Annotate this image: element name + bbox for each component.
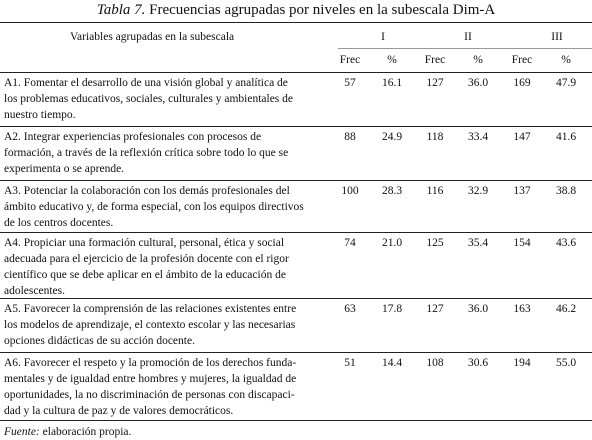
cell-value: 43.6 bbox=[555, 237, 577, 249]
cell-value: 24.9 bbox=[381, 131, 403, 143]
cell-value: 28.3 bbox=[381, 185, 403, 197]
row-text: mentales y de igualdad entre hombres y m… bbox=[4, 373, 297, 385]
cell-value: 118 bbox=[426, 131, 444, 143]
row-text: A4. Propiciar una formación cultural, pe… bbox=[4, 237, 285, 249]
footer: Fuente: elaboración propia. bbox=[4, 426, 131, 438]
cell-value: 125 bbox=[426, 237, 444, 249]
rule bbox=[0, 352, 592, 353]
rule bbox=[0, 232, 592, 233]
row-text: experimenta o se aprende. bbox=[4, 163, 125, 175]
rule bbox=[0, 180, 592, 181]
cell-value: 51 bbox=[344, 357, 356, 369]
cell-value: 36.0 bbox=[467, 303, 489, 315]
cell-value: 46.2 bbox=[555, 303, 577, 315]
cell-value: 154 bbox=[513, 237, 531, 249]
cell-value: 88 bbox=[344, 131, 356, 143]
cell-value: 32.9 bbox=[467, 185, 489, 197]
cell-value: 55.0 bbox=[555, 357, 577, 369]
row-text: ámbito educativo y, de forma especial, c… bbox=[4, 201, 304, 213]
title-label: Tabla 7. bbox=[96, 2, 146, 18]
rule bbox=[0, 72, 592, 73]
cell-value: 127 bbox=[426, 77, 444, 89]
row-text: dad y la cultura de paz y de valores dem… bbox=[4, 405, 234, 417]
cell-value: 194 bbox=[513, 357, 531, 369]
row-text: adecuada para el ejercicio de la profesi… bbox=[4, 253, 289, 265]
cell-value: 169 bbox=[513, 77, 531, 89]
title: Tabla 7. Frecuencias agrupadas por nivel… bbox=[0, 2, 592, 19]
cell-value: 35.4 bbox=[467, 237, 489, 249]
header-cell: II bbox=[464, 31, 472, 43]
row-text: los problemas educativos, sociales, cult… bbox=[4, 93, 294, 105]
row-text: A5. Favorecer la comprensión de las rela… bbox=[4, 303, 297, 315]
footer-label: Fuente: bbox=[4, 426, 40, 438]
title-text: Frecuencias agrupadas por niveles en la … bbox=[149, 2, 496, 18]
rule bbox=[338, 48, 592, 49]
subheader-cell: Frec bbox=[424, 54, 446, 66]
header-cell: Variables agrupadas en la subescala bbox=[70, 31, 235, 43]
subheader-cell: Frec bbox=[511, 54, 533, 66]
cell-value: 41.6 bbox=[555, 131, 577, 143]
cell-value: 137 bbox=[513, 185, 531, 197]
cell-value: 108 bbox=[426, 357, 444, 369]
rule bbox=[0, 420, 592, 421]
cell-value: 36.0 bbox=[467, 77, 489, 89]
row-text: A3. Potenciar la colaboración con los de… bbox=[4, 185, 290, 197]
row-text: nuestro tiempo. bbox=[4, 109, 76, 121]
cell-value: 100 bbox=[341, 185, 359, 197]
cell-value: 33.4 bbox=[467, 131, 489, 143]
row-text: A6. Favorecer el respeto y la promoción … bbox=[4, 357, 297, 369]
row-text: científico que se debe aplicar en el ámb… bbox=[4, 269, 286, 281]
cell-value: 116 bbox=[426, 185, 444, 197]
row-text: los modelos de aprendizaje, el contexto … bbox=[4, 319, 296, 331]
row-text: opciones didácticas de su acción docente… bbox=[4, 335, 195, 347]
footer-text: elaboración propia. bbox=[42, 426, 132, 438]
rule bbox=[0, 22, 592, 23]
header-cell: III bbox=[551, 31, 563, 43]
subheader-cell: % bbox=[561, 54, 571, 66]
subheader-cell: Frec bbox=[339, 54, 361, 66]
rule bbox=[0, 126, 592, 127]
row-text: de los centros docentes. bbox=[4, 217, 114, 229]
row-text: formación, a través de la reflexión crít… bbox=[4, 147, 289, 159]
cell-value: 38.8 bbox=[555, 185, 577, 197]
cell-value: 57 bbox=[344, 77, 356, 89]
cell-value: 74 bbox=[344, 237, 356, 249]
subheader-cell: % bbox=[473, 54, 483, 66]
row-text: adolescentes. bbox=[4, 285, 65, 297]
cell-value: 127 bbox=[426, 303, 444, 315]
subheader-cell: % bbox=[387, 54, 397, 66]
row-text: A1. Fomentar el desarrollo de una visión… bbox=[4, 77, 288, 89]
row-text: A2. Integrar experiencias profesionales … bbox=[4, 131, 262, 143]
cell-value: 147 bbox=[513, 131, 531, 143]
cell-value: 30.6 bbox=[467, 357, 489, 369]
cell-value: 17.8 bbox=[381, 303, 403, 315]
cell-value: 47.9 bbox=[555, 77, 577, 89]
cell-value: 163 bbox=[513, 303, 531, 315]
cell-value: 14.4 bbox=[381, 357, 403, 369]
cell-value: 21.0 bbox=[381, 237, 403, 249]
rule bbox=[0, 298, 592, 299]
cell-value: 16.1 bbox=[381, 77, 403, 89]
header-cell: I bbox=[381, 31, 385, 43]
cell-value: 63 bbox=[344, 303, 356, 315]
row-text: oportunidades, la no discriminación de p… bbox=[4, 389, 295, 401]
